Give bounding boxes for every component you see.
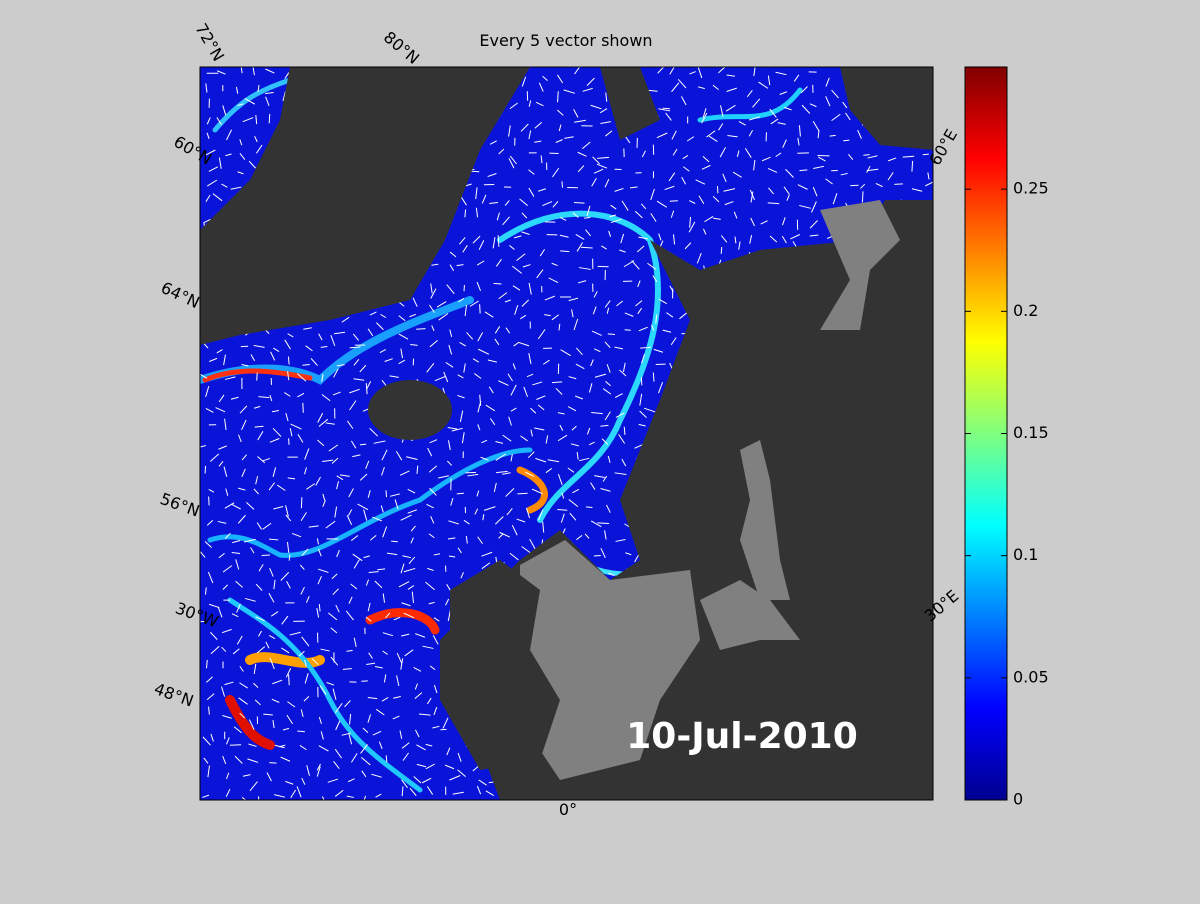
colorbar-tick-label: 0.1 [1013, 545, 1038, 564]
vector [257, 373, 258, 381]
colorbar-tick-label: 0.2 [1013, 301, 1038, 320]
colorbar-tick-label: 0 [1013, 790, 1023, 809]
vector [386, 755, 387, 762]
vector [205, 466, 206, 474]
vector [863, 155, 869, 156]
vector [574, 202, 585, 203]
vector [894, 184, 903, 185]
graticule-label: 80°N [380, 28, 423, 68]
iceland [368, 380, 452, 440]
map-panel: 10-Jul-2010 [197, 62, 940, 808]
vector [480, 304, 481, 313]
vector [343, 669, 352, 670]
vector [608, 334, 615, 335]
vector [641, 377, 642, 385]
current [250, 657, 320, 663]
colorbar-tick-label: 0.25 [1013, 179, 1049, 198]
vector [494, 283, 502, 284]
graticule-label: 72°N [191, 20, 228, 64]
vector [597, 523, 609, 524]
map-title: Every 5 vector shown [479, 31, 652, 50]
vector [586, 507, 593, 508]
vector [862, 191, 863, 202]
vector [297, 731, 305, 732]
vector [230, 745, 241, 746]
colorbar-tick-label: 0.05 [1013, 667, 1049, 686]
colorbar-tick-label: 0.15 [1013, 423, 1049, 442]
vector [562, 181, 563, 187]
vector [843, 140, 849, 141]
vector [289, 674, 290, 685]
vector [721, 247, 722, 254]
vector [360, 444, 366, 445]
vector [560, 251, 569, 252]
vector [465, 210, 466, 218]
vector [386, 490, 387, 497]
graticule-label: 56°N [158, 489, 202, 521]
vector [269, 114, 270, 123]
graticule-label: 48°N [152, 679, 196, 711]
vector [262, 555, 270, 556]
vector [517, 493, 527, 494]
vector [624, 427, 625, 435]
vector [288, 357, 289, 365]
colorbar [965, 67, 1007, 800]
vector [457, 493, 464, 494]
graticule-label: 64°N [158, 278, 203, 312]
vector [912, 161, 913, 172]
vector [653, 372, 654, 381]
date-label: 10-Jul-2010 [626, 716, 858, 757]
graticule-label: 0° [559, 800, 577, 819]
vector [662, 108, 669, 109]
vector [768, 203, 779, 204]
vector [416, 329, 425, 330]
